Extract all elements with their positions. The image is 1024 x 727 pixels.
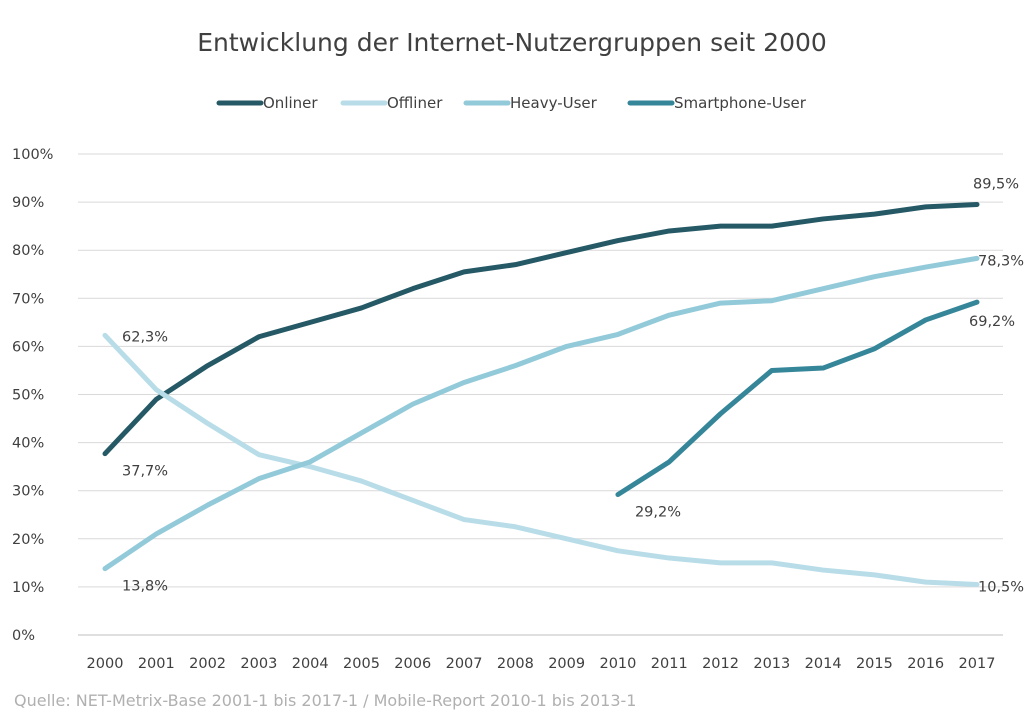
y-tick-label: 10% xyxy=(12,580,44,596)
x-tick-label: 2014 xyxy=(805,656,842,672)
x-tick-label: 2005 xyxy=(343,656,380,672)
data-label: 37,7% xyxy=(122,464,168,480)
data-labels: 37,7% 89,5% 62,3% 10,5% 13,8% 78,3% 29,2% 69,2% xyxy=(122,177,1024,596)
x-tick-label: 2008 xyxy=(497,656,534,672)
data-label: 29,2% xyxy=(635,505,681,521)
x-tick-label: 2010 xyxy=(599,656,636,672)
y-tick-label: 20% xyxy=(12,532,44,548)
x-tick-label: 2015 xyxy=(856,656,893,672)
y-tick-label: 0% xyxy=(12,628,35,644)
x-axis-ticks: 2000 2001 2002 2003 2004 2005 2006 2007 2008 2009… xyxy=(87,656,996,672)
y-tick-label: 100% xyxy=(12,147,53,163)
y-tick-label: 50% xyxy=(12,388,44,404)
legend-label: Offliner xyxy=(387,94,443,112)
y-tick-label: 70% xyxy=(12,291,44,307)
data-label: 62,3% xyxy=(122,329,168,345)
data-label: 10,5% xyxy=(978,579,1024,595)
series-lines xyxy=(102,202,980,587)
source-note: Quelle: NET-Metrix-Base 2001-1 bis 2017-… xyxy=(14,691,636,710)
x-tick-label: 2017 xyxy=(959,656,996,672)
legend: Onliner Offliner Heavy-User Smartphone-User xyxy=(216,94,807,112)
series-line-onliner xyxy=(102,202,980,457)
x-tick-label: 2013 xyxy=(753,656,790,672)
x-tick-label: 2012 xyxy=(702,656,739,672)
series-line-smartphone-user xyxy=(615,299,980,498)
y-tick-label: 80% xyxy=(12,243,44,259)
data-label: 13,8% xyxy=(122,579,168,595)
y-tick-label: 90% xyxy=(12,195,44,211)
x-tick-label: 2000 xyxy=(87,656,124,672)
series-line-offliner xyxy=(102,332,980,587)
gridlines xyxy=(78,153,1003,636)
y-tick-label: 30% xyxy=(12,484,44,500)
chart-title: Entwicklung der Internet-Nutzergruppen s… xyxy=(197,28,827,57)
data-label: 69,2% xyxy=(969,314,1015,330)
x-tick-label: 2011 xyxy=(651,656,688,672)
x-tick-label: 2001 xyxy=(138,656,175,672)
y-tick-label: 40% xyxy=(12,436,44,452)
x-tick-label: 2002 xyxy=(189,656,226,672)
legend-label: Onliner xyxy=(263,94,318,112)
x-tick-label: 2009 xyxy=(548,656,585,672)
y-axis-ticks: 0% 10% 20% 30% 40% 50% 60% 70% 80% 90% 100% xyxy=(12,147,53,644)
y-tick-label: 60% xyxy=(12,339,44,355)
legend-label: Smartphone-User xyxy=(674,94,807,112)
x-tick-label: 2003 xyxy=(240,656,277,672)
data-label: 89,5% xyxy=(973,177,1019,193)
x-tick-label: 2016 xyxy=(907,656,944,672)
legend-label: Heavy-User xyxy=(510,94,598,112)
x-tick-label: 2006 xyxy=(394,656,431,672)
series-line-heavy-user xyxy=(102,255,980,572)
data-label: 78,3% xyxy=(978,253,1024,269)
x-tick-label: 2007 xyxy=(446,656,483,672)
x-tick-label: 2004 xyxy=(292,656,329,672)
